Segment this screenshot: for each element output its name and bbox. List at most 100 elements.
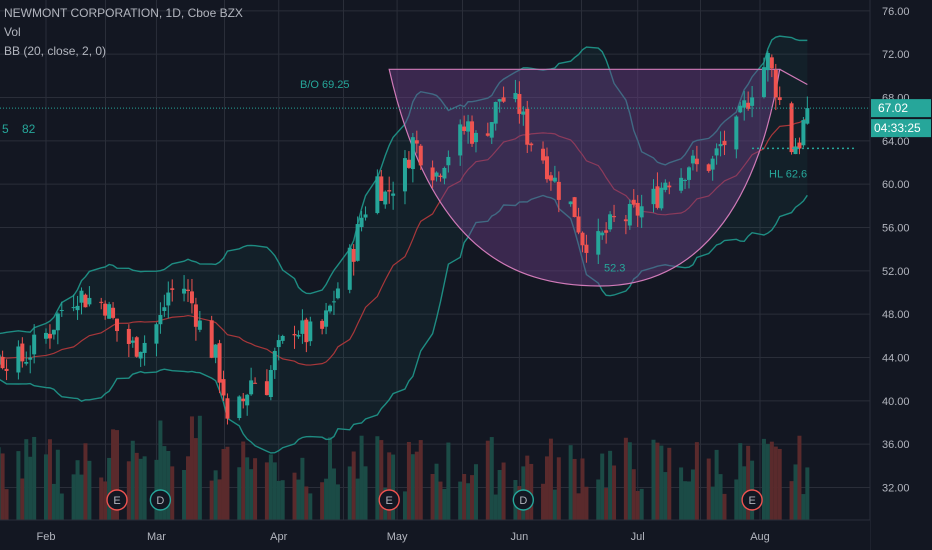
volume-bar — [158, 420, 163, 520]
candle-body — [576, 216, 581, 233]
candle-body — [572, 197, 577, 218]
volume-bar — [746, 445, 751, 520]
volume-bar — [714, 449, 719, 520]
candle-body — [742, 100, 747, 108]
volume-bar — [596, 479, 601, 520]
volume-bar — [87, 460, 92, 520]
candle-body — [473, 132, 478, 143]
candle-body — [359, 217, 364, 228]
volume-bar — [99, 477, 104, 520]
last-price-value: 67.02 — [878, 101, 908, 115]
volume-bar — [473, 464, 478, 520]
candle-body — [272, 350, 277, 371]
volume-bar — [663, 472, 668, 520]
candle-body — [355, 224, 360, 261]
earnings-marker — [378, 489, 400, 511]
volume-bar — [213, 470, 218, 520]
bb-basis — [0, 117, 808, 366]
candles — [0, 51, 810, 425]
volume-bar — [308, 493, 313, 520]
volume-bar — [130, 440, 135, 520]
candle-body — [805, 108, 810, 124]
candle-body — [225, 398, 230, 419]
volume-bar — [438, 481, 443, 520]
volume-bar — [186, 456, 191, 520]
price-tick-label: 56.00 — [882, 223, 910, 235]
volume-bar — [331, 468, 336, 520]
candle-body — [130, 340, 135, 343]
breakout-label: B/O 69.25 — [300, 79, 350, 91]
price-tick-label: 44.00 — [882, 353, 910, 365]
candle-body — [264, 381, 269, 396]
volume-bar — [138, 458, 143, 520]
volume-bar — [363, 466, 368, 520]
candle-body — [683, 180, 688, 182]
event-marker-label: D — [519, 495, 527, 507]
candle-body — [714, 148, 719, 156]
candle-body — [304, 319, 309, 343]
time-tick-label: Aug — [750, 531, 770, 543]
volume-bar — [485, 440, 490, 520]
candle-body — [446, 156, 451, 166]
side-value-1: 5 — [2, 122, 9, 136]
volume-bar — [28, 456, 33, 520]
volume-bar — [4, 489, 9, 520]
candle-body — [363, 214, 368, 218]
volume-bar — [797, 435, 802, 520]
time-tick-label: May — [387, 531, 408, 543]
candle-body — [4, 368, 9, 371]
volume-bar — [249, 469, 254, 520]
candle-body — [517, 94, 522, 114]
volume-bar — [584, 486, 589, 520]
volume-bar — [706, 458, 711, 520]
dividend-marker — [149, 489, 172, 511]
volume-bar — [493, 494, 498, 520]
time-axis-bg — [0, 520, 870, 550]
candle-body — [521, 111, 526, 115]
candle-body — [324, 310, 329, 327]
volume-bar — [402, 491, 407, 520]
candle-body — [268, 370, 273, 397]
volume-bar — [544, 456, 549, 520]
candle-body — [406, 159, 411, 168]
candle-body — [769, 57, 774, 69]
time-axis[interactable]: Feb Mar Apr May Jun Jul Aug — [0, 519, 870, 550]
candle-body — [138, 351, 143, 359]
volume-bar — [442, 488, 447, 520]
earnings-marker — [106, 489, 128, 511]
candle-body — [134, 337, 139, 357]
price-axis[interactable]: 32.00 36.00 40.00 44.00 48.00 52.00 56.00 60.00… — [869, 0, 932, 550]
volume-bar — [623, 437, 628, 520]
volume-bar — [458, 481, 463, 520]
volume-bar — [0, 447, 1, 520]
candle-body — [639, 206, 644, 218]
volume-bar — [280, 480, 285, 520]
volume-bar — [209, 480, 214, 520]
candle-body — [79, 290, 84, 303]
candle-body — [690, 155, 695, 164]
candle-body — [59, 309, 64, 311]
candle-body — [773, 70, 778, 98]
price-tags: 67.02 04:33:25 — [871, 99, 931, 138]
candle-body — [631, 199, 636, 205]
candle-body — [193, 304, 198, 327]
candle-body — [296, 334, 301, 337]
volume-bar — [387, 452, 392, 520]
volume-bar — [107, 457, 112, 520]
volume-bar — [761, 438, 766, 520]
volume-bar — [635, 490, 640, 520]
candle-body — [746, 102, 751, 109]
cup-low-label: 52.3 — [604, 263, 625, 275]
candle-body — [801, 120, 806, 146]
candle-body — [292, 334, 297, 336]
volume-bar — [789, 481, 794, 520]
volume-bar — [489, 437, 494, 520]
candle-body — [28, 357, 33, 360]
volume-bar — [651, 439, 656, 520]
volume-bar — [627, 442, 632, 520]
event-marker-label: E — [386, 495, 393, 507]
candle-body — [170, 288, 175, 290]
candle-body — [383, 191, 388, 205]
